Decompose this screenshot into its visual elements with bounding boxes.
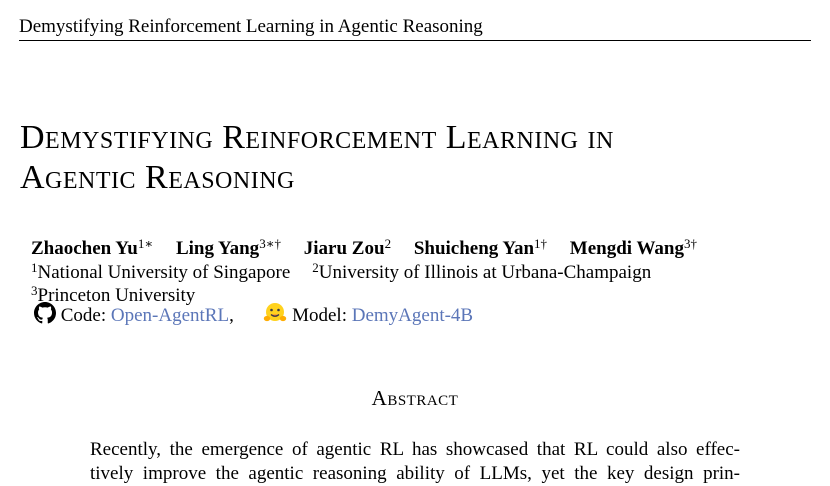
author: Mengdi Wang3†	[569, 236, 697, 259]
abstract-text: Recently, the emergence of agentic RL ha…	[90, 438, 740, 486]
code-label: Code:	[60, 305, 107, 326]
author: Zhaochen Yu1∗	[31, 236, 154, 259]
abstract-line-2: tively improve the agentic reasoning abi…	[90, 463, 740, 484]
title-line-1: Demystifying Reinforcement Learning in	[20, 119, 614, 156]
github-icon	[34, 302, 56, 333]
author: Shuicheng Yan1†	[413, 236, 548, 259]
author-marks: 2	[384, 236, 392, 251]
author: Ling Yang3∗†	[175, 236, 282, 259]
abstract-heading: Abstract	[371, 386, 459, 410]
author: Jiaru Zou2	[303, 236, 392, 259]
author-name: Mengdi Wang	[569, 238, 684, 259]
author-list: Zhaochen Yu1∗ Ling Yang3∗† Jiaru Zou2 Sh…	[31, 231, 715, 262]
author-name: Jiaru Zou	[303, 238, 385, 259]
author-name: Zhaochen Yu	[31, 238, 138, 259]
author-marks: 1∗	[137, 236, 154, 251]
resource-links: Code: Open-AgentRL, Model: DemyAgent-4B	[34, 302, 473, 333]
affiliations-line-2: 3Princeton University	[31, 279, 195, 308]
author-name: Shuicheng Yan	[413, 238, 535, 259]
abstract-line-1: Recently, the emergence of agentic RL ha…	[90, 439, 740, 460]
header-rule	[19, 40, 811, 41]
affiliations-line-1: 1National University of Singapore 2Univer…	[31, 256, 651, 285]
affiliation-name: Princeton University	[37, 285, 196, 306]
running-head: Demystifying Reinforcement Learning in A…	[19, 16, 483, 37]
paper-title: Demystifying Reinforcement Learning in A…	[20, 118, 810, 198]
model-label: Model:	[292, 305, 347, 326]
huggingface-icon	[263, 302, 287, 333]
title-line-2: Agentic Reasoning	[20, 159, 295, 196]
author-marks: 3†	[684, 236, 697, 251]
code-link[interactable]: Open-AgentRL	[110, 305, 230, 326]
model-link[interactable]: DemyAgent-4B	[351, 305, 474, 326]
affiliation-mark: 3	[31, 283, 38, 298]
affiliation-name: University of Illinois at Urbana-Champai…	[318, 262, 652, 283]
author-name: Ling Yang	[175, 238, 260, 259]
affiliation-mark: 2	[312, 260, 319, 275]
author-marks: 3∗†	[259, 236, 282, 251]
author-marks: 1†	[534, 236, 548, 251]
affiliation-name: National University of Singapore	[37, 262, 291, 283]
link-separator: ,	[229, 305, 234, 326]
affiliation-mark: 1	[31, 260, 38, 275]
